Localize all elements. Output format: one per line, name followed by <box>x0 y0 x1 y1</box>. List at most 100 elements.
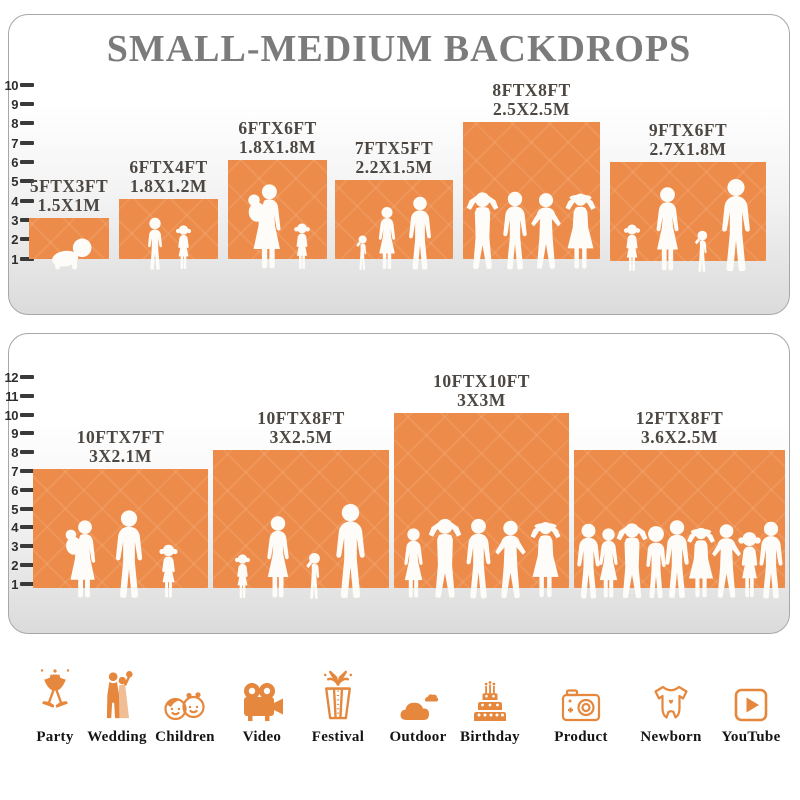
girl-silhouette <box>173 224 194 271</box>
birthday-cake-icon <box>474 681 506 721</box>
category-label: YouTube <box>721 729 781 745</box>
backdrop-6ftx6ft: 6FTX6FT 1.8X1.8M <box>228 119 327 259</box>
man-silhouette <box>111 509 147 600</box>
festival-gift-icon <box>323 670 353 720</box>
tick-dash <box>20 120 34 126</box>
newborn-onesie-icon <box>654 685 688 719</box>
backdrop-size-label: 10FTX10FT 3X3M <box>433 371 530 410</box>
category-label: Party <box>36 729 74 745</box>
tick-dash <box>20 468 34 474</box>
backdrop-size-label: 9FTX6FT 2.7X1.8M <box>648 120 728 159</box>
ruler-tick: 3 <box>1 538 34 554</box>
category-newborn: Newborn <box>625 666 717 746</box>
backdrop-size-label: 10FTX8FT 3X2.5M <box>257 408 345 447</box>
ruler-tick: 6 <box>1 482 34 498</box>
tick-dash <box>20 430 34 436</box>
backdrop-5ftx3ft: 5FTX3FT 1.5X1M <box>29 177 109 259</box>
toddler-silhouette <box>354 234 369 271</box>
backdrop-10ftx8ft: 10FTX8FT 3X2.5M <box>213 409 389 588</box>
ruler-tick: 5 <box>1 501 34 517</box>
category-birthday: Birthday <box>444 666 536 746</box>
category-row: Party Wedding <box>0 666 800 758</box>
ruler-tick: 8 <box>1 444 34 460</box>
toddler-silhouette <box>303 551 323 600</box>
woman-silhouette <box>650 186 685 273</box>
ruler-tick: 10 <box>1 77 34 93</box>
girl-silhouette <box>621 223 643 273</box>
woman-silhouette <box>261 515 295 600</box>
tick-dash <box>20 374 34 380</box>
man-arms-up-silhouette <box>425 516 465 600</box>
baby-silhouette <box>45 237 93 271</box>
man-silhouette <box>462 518 495 600</box>
party-glasses-icon <box>40 669 70 708</box>
product-camera-icon <box>561 689 601 722</box>
tick-dash <box>20 217 34 223</box>
panel-small-medium: SMALL-MEDIUM BACKDROPS 10 9 8 7 6 5 4 3 … <box>5 14 790 315</box>
tick-dash <box>20 581 34 587</box>
ruler-tick: 9 <box>1 96 34 112</box>
backdrop-size-label: 10FTX7FT 3X2.1M <box>76 427 165 466</box>
category-party: Party <box>9 666 101 746</box>
ruler-tick: 10 <box>1 407 34 423</box>
tick-dash <box>20 449 34 455</box>
backdrop-size-label: 6FTX4FT 1.8X1.2M <box>129 157 208 196</box>
man-silhouette <box>717 178 755 273</box>
category-label: Outdoor <box>389 729 447 745</box>
category-wedding: Wedding <box>71 666 163 746</box>
category-label: Video <box>242 729 282 745</box>
woman-with-hat-silhouette <box>561 190 600 271</box>
ruler-tick: 3 <box>1 212 34 228</box>
tick-dash <box>20 487 34 493</box>
backdrop-size-label: 6FTX6FT 1.8X1.8M <box>238 118 317 157</box>
tick-dash <box>20 524 34 530</box>
ruler-tick: 8 <box>1 115 34 131</box>
man-silhouette <box>405 196 435 271</box>
backdrop-6ftx4ft: 6FTX4FT 1.8X1.2M <box>119 158 218 259</box>
tick-dash <box>20 562 34 568</box>
woman-with-hat-silhouette <box>526 518 565 600</box>
girl-silhouette <box>232 553 253 600</box>
mother-holding-baby-silhouette <box>242 183 288 271</box>
ruler-tick: 4 <box>1 193 34 209</box>
tick-dash <box>20 393 34 399</box>
category-outdoor: Outdoor <box>372 666 464 746</box>
man-silhouette <box>331 503 370 600</box>
tick-dash <box>20 198 34 204</box>
backdrop-size-label: 12FTX8FT 3.6X2.5M <box>635 408 724 447</box>
backdrop-size-label: 7FTX5FT 2.2X1.5M <box>354 138 434 177</box>
ruler-tick: 7 <box>1 135 34 151</box>
page-title: SMALL-MEDIUM BACKDROPS <box>106 28 692 70</box>
tick-dash <box>20 543 34 549</box>
ruler-tick: 2 <box>1 557 34 573</box>
ruler-tick: 11 <box>1 388 34 404</box>
backdrop-size-label: 5FTX3FT 1.5X1M <box>29 176 109 215</box>
backdrop-7ftx5ft: 7FTX5FT 2.2X1.5M <box>335 139 453 259</box>
girl-silhouette <box>156 543 181 600</box>
category-label: Children <box>155 729 215 745</box>
tick-dash <box>20 140 34 146</box>
ruler-tick: 9 <box>1 425 34 441</box>
ruler-tick: 2 <box>1 231 34 247</box>
woman-silhouette <box>374 206 400 271</box>
toddler-silhouette <box>692 229 710 273</box>
woman-silhouette <box>399 527 428 600</box>
ruler-tick: 5 <box>1 173 34 189</box>
category-product: Product <box>535 666 627 746</box>
mother-holding-baby-silhouette <box>60 519 102 600</box>
children-faces-icon <box>164 692 205 721</box>
man-arms-up-silhouette <box>463 190 502 271</box>
ruler-tick: 4 <box>1 519 34 535</box>
backdrop-10ftx7ft: 10FTX7FT 3X2.1M <box>33 428 208 588</box>
category-label: Birthday <box>460 729 520 745</box>
category-youtube: YouTube <box>705 666 797 746</box>
category-video: Video <box>216 666 308 746</box>
ruler-tick: 12 <box>1 369 34 385</box>
man-silhouette <box>755 521 787 600</box>
backdrop-12ftx8ft: 12FTX8FT 3.6X2.5M <box>574 409 785 588</box>
backdrop-8ftx8ft: 8FTX8FT 2.5X2.5M <box>463 81 600 259</box>
youtube-play-icon <box>734 688 768 722</box>
boy-silhouette <box>144 217 166 271</box>
tick-dash <box>20 256 34 262</box>
